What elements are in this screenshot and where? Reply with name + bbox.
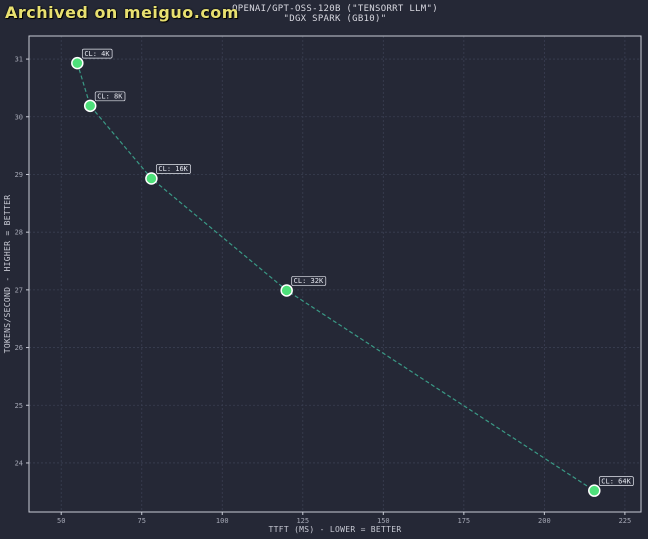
x-tick-label: 150 [377,517,390,525]
data-point-label-box [94,91,126,102]
ticks: 50 75 100 125 150 175 200 225 24 25 26 27 28 29 30 31 [15,56,632,525]
point-labels: CL: 4K CL: 8K CL: 16K CL: 32K CL: 64K [81,48,634,487]
data-point-label-text: CL: 16K [158,165,188,173]
chart-subtitle: "DGX SPARK (GB10)" [283,14,387,24]
data-point-label-text: CL: 32K [294,277,324,285]
x-axis-label: TTFT (MS) - LOWER = BETTER [268,525,401,534]
y-tick-label: 28 [15,229,23,237]
x-tick-label: 225 [619,517,632,525]
y-tick-label: 30 [15,113,23,121]
data-point-marker [83,99,97,113]
x-tick-label: 75 [138,517,146,525]
y-tick-label: 24 [15,459,23,467]
data-point-label-box [291,276,327,286]
x-tick-label: 100 [216,517,229,525]
chart-title: OPENAI/GPT-OSS-120B ("TENSORRT LLM") [232,4,438,14]
data-point-label-text: CL: 64K [601,477,631,485]
x-tick-label: 175 [458,517,471,525]
data-point-marker [71,56,84,70]
data-point-label-text: CL: 8K [97,93,123,101]
y-tick-label: 25 [15,402,23,410]
plot-frame [28,35,642,513]
data-point-label: CL: 32K [291,276,327,286]
y-tick-label: 27 [15,286,23,294]
y-tick-label: 29 [15,171,23,179]
data-point-marker [145,172,158,185]
y-axis-label: TOKENS/SECOND - HIGHER = BETTER [3,195,12,354]
data-point-label-box [156,164,191,174]
data-point-label-box [81,48,113,59]
x-tick-label: 50 [57,517,65,525]
data-point-label: CL: 8K [94,91,126,102]
grid [29,36,641,512]
data-point-label: CL: 64K [598,476,634,487]
data-point-label-box [598,476,634,487]
markers [71,56,601,497]
y-tick-label: 26 [15,344,23,352]
data-point-marker [588,484,601,497]
y-tick-label: 31 [15,56,23,64]
series-line [76,62,595,492]
x-tick-label: 125 [296,517,309,525]
data-point-label: CL: 4K [81,48,113,59]
x-tick-label: 200 [538,517,551,525]
data-point-label: CL: 16K [156,164,191,174]
data-point-marker [280,284,293,297]
watermark: Archived on meiguo.com [5,3,239,22]
data-point-label-text: CL: 4K [84,50,110,58]
